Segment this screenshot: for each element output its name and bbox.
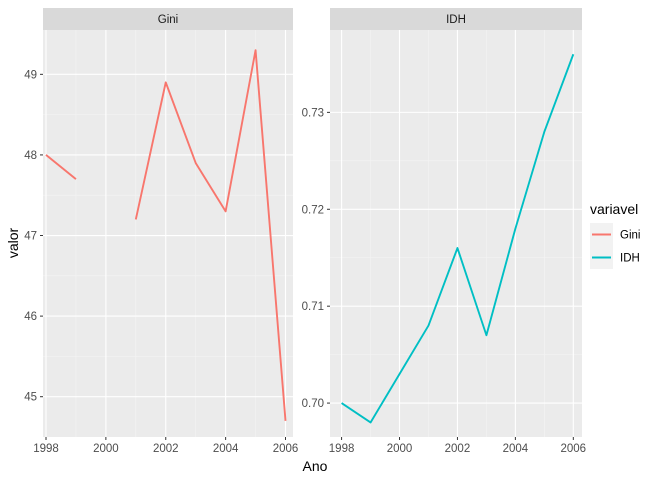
facet-panel-idh: IDH 1998 2000 2002 2004 2006 0.70 0.71 0.72 0.73 <box>302 8 586 455</box>
x-tick-label: 2002 <box>153 443 179 455</box>
y-tick-label: 0.72 <box>302 204 324 216</box>
y-tick-label: 47 <box>24 231 37 243</box>
y-axis-title: valor <box>5 227 21 258</box>
x-tick-label: 2004 <box>213 443 239 455</box>
facet-strip-label: Gini <box>158 14 178 26</box>
series-line-gini <box>134 49 287 421</box>
x-tick-label: 1998 <box>329 443 355 455</box>
y-tick-label: 48 <box>24 150 37 162</box>
legend: variavel Gini IDH <box>590 201 640 269</box>
y-tick-label: 0.73 <box>302 107 324 119</box>
y-tick-label: 46 <box>24 311 37 323</box>
y-tick-label: 0.71 <box>302 301 324 313</box>
panel-background <box>330 30 582 437</box>
facet-strip <box>330 8 582 30</box>
facet-panel-gini: Gini 1998 2000 2002 2004 2006 45 46 47 48 49 <box>24 8 298 455</box>
x-tick-label: 2006 <box>273 443 299 455</box>
x-tick-label: 2004 <box>503 443 529 455</box>
x-tick-label: 2006 <box>561 443 587 455</box>
y-tick-label: 45 <box>24 392 37 404</box>
legend-label-idh: IDH <box>620 253 640 265</box>
y-tick-label: 0.70 <box>302 398 324 410</box>
x-tick-label: 2000 <box>387 443 413 455</box>
facet-strip <box>43 8 293 30</box>
facet-strip-label: IDH <box>446 14 466 26</box>
series-line-gini <box>45 154 77 180</box>
series-line-idh <box>341 53 575 424</box>
x-axis-title: Ano <box>303 458 328 474</box>
legend-title: variavel <box>590 201 638 217</box>
y-tick-label: 49 <box>24 69 37 81</box>
x-tick-label: 2002 <box>445 443 471 455</box>
x-tick-label: 2000 <box>93 443 119 455</box>
legend-label-gini: Gini <box>620 230 640 242</box>
panel-background <box>43 30 293 437</box>
x-tick-label: 1998 <box>33 443 59 455</box>
